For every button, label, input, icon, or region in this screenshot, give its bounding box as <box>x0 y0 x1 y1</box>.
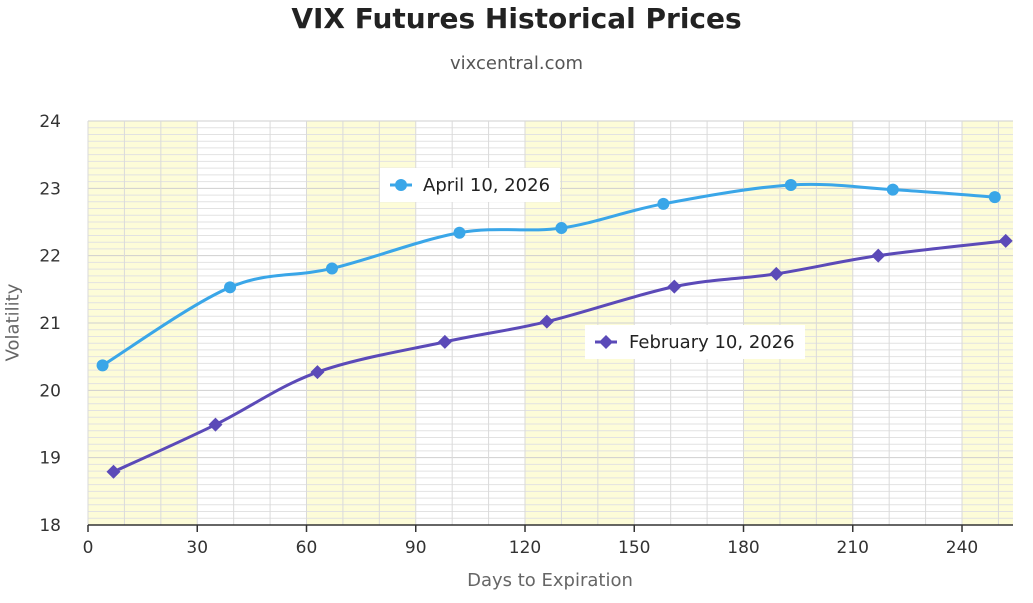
axes: 0 30 60 90 120 150 180 210 240 18 19 20 21 22 23 24 <box>39 112 1013 558</box>
series-1 <box>106 233 1013 479</box>
data-point[interactable] <box>539 314 554 329</box>
data-point[interactable] <box>784 178 797 191</box>
x-tick-label: 180 <box>727 538 759 558</box>
x-tick-label: 120 <box>509 538 541 558</box>
x-axis-label: Days to Expiration <box>467 570 633 591</box>
series-layer <box>96 178 1013 479</box>
legend-label-february: February 10, 2026 <box>629 332 795 353</box>
chart-subtitle: vixcentral.com <box>449 53 584 74</box>
data-point[interactable] <box>998 233 1013 248</box>
x-tick-label: 240 <box>946 538 978 558</box>
data-point[interactable] <box>453 226 466 239</box>
data-point[interactable] <box>769 266 784 281</box>
legend-label-april: April 10, 2026 <box>423 175 550 196</box>
data-point[interactable] <box>437 334 452 349</box>
y-tick-label: 20 <box>39 381 61 401</box>
data-point[interactable] <box>106 464 121 479</box>
y-tick-label: 23 <box>39 179 61 199</box>
legend-circle-marker <box>395 179 407 191</box>
y-tick-label: 18 <box>39 516 61 536</box>
x-tick-label: 150 <box>618 538 650 558</box>
legend-diamond-marker <box>599 335 613 349</box>
legend-item-april[interactable]: April 10, 2026 <box>380 168 560 202</box>
x-tick-label: 0 <box>83 538 94 558</box>
data-point[interactable] <box>871 248 886 263</box>
data-point[interactable] <box>208 417 223 432</box>
data-point[interactable] <box>657 197 670 210</box>
chart-title: VIX Futures Historical Prices <box>291 2 742 35</box>
x-tick-label: 60 <box>296 538 318 558</box>
y-tick-label: 21 <box>39 314 61 334</box>
y-tick-label: 22 <box>39 247 61 267</box>
legend-box <box>585 325 805 359</box>
x-tick-label: 210 <box>837 538 869 558</box>
data-point[interactable] <box>224 281 237 294</box>
data-point[interactable] <box>988 191 1001 204</box>
y-tick-label: 19 <box>39 449 61 469</box>
x-tick-label: 30 <box>186 538 208 558</box>
grid-lines <box>87 120 1013 526</box>
data-point[interactable] <box>555 222 568 235</box>
data-point[interactable] <box>310 365 325 380</box>
x-tick-label: 90 <box>405 538 427 558</box>
series-0 <box>96 178 1001 372</box>
data-point[interactable] <box>96 359 109 372</box>
data-point[interactable] <box>667 279 682 294</box>
data-point[interactable] <box>325 262 338 275</box>
legend-item-february[interactable]: February 10, 2026 <box>585 325 805 359</box>
y-tick-label: 24 <box>39 112 61 132</box>
data-point[interactable] <box>886 183 899 196</box>
